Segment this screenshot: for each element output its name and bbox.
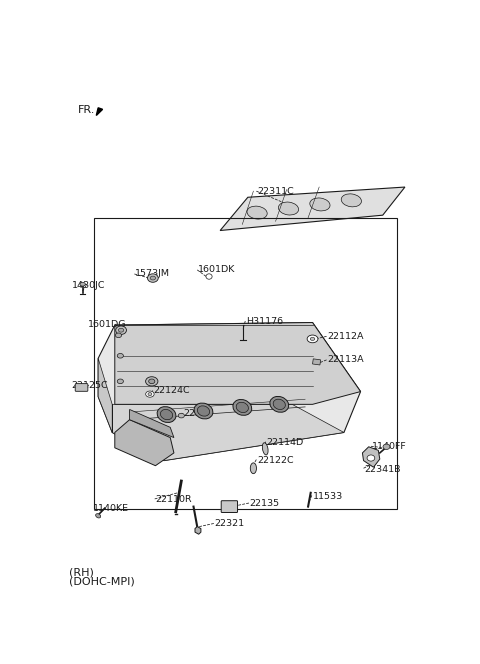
Ellipse shape	[147, 274, 158, 282]
Polygon shape	[112, 404, 344, 461]
Ellipse shape	[149, 379, 155, 384]
Ellipse shape	[310, 337, 315, 341]
Text: (DOHC-MPI): (DOHC-MPI)	[69, 576, 134, 587]
Text: 22341B: 22341B	[364, 465, 401, 474]
Ellipse shape	[115, 333, 121, 337]
Text: 22124C: 22124C	[154, 386, 190, 395]
FancyBboxPatch shape	[221, 501, 238, 513]
Text: 22113A: 22113A	[327, 355, 364, 365]
Ellipse shape	[273, 399, 286, 410]
Ellipse shape	[178, 413, 184, 418]
Ellipse shape	[307, 335, 318, 343]
Ellipse shape	[117, 379, 123, 384]
Text: 22110R: 22110R	[156, 495, 192, 505]
Text: 22311C: 22311C	[257, 187, 294, 196]
Text: 22114D: 22114D	[266, 438, 303, 447]
Polygon shape	[130, 410, 174, 438]
Ellipse shape	[150, 276, 156, 280]
Ellipse shape	[233, 400, 252, 415]
Polygon shape	[195, 527, 201, 535]
Text: 11533: 11533	[312, 492, 343, 501]
Text: FR.: FR.	[78, 106, 95, 116]
Text: 22129: 22129	[183, 408, 213, 418]
Ellipse shape	[278, 202, 299, 215]
Polygon shape	[220, 187, 405, 230]
Ellipse shape	[145, 376, 158, 386]
Ellipse shape	[236, 402, 249, 412]
Text: 1140KE: 1140KE	[93, 503, 129, 513]
Ellipse shape	[157, 406, 176, 422]
Ellipse shape	[148, 392, 152, 396]
Ellipse shape	[341, 194, 361, 207]
Polygon shape	[362, 447, 380, 467]
Ellipse shape	[310, 198, 330, 211]
Polygon shape	[115, 323, 360, 404]
Ellipse shape	[194, 403, 213, 419]
Polygon shape	[98, 323, 360, 461]
Ellipse shape	[96, 514, 101, 518]
Ellipse shape	[145, 391, 154, 397]
FancyBboxPatch shape	[75, 384, 88, 391]
Text: 1601DG: 1601DG	[88, 319, 126, 329]
Text: 22321: 22321	[215, 519, 245, 528]
Ellipse shape	[160, 410, 173, 420]
Ellipse shape	[250, 463, 256, 473]
Text: 1430JC: 1430JC	[72, 281, 105, 290]
Text: 22135: 22135	[250, 499, 280, 507]
Text: 1140FF: 1140FF	[372, 442, 407, 452]
Polygon shape	[98, 359, 112, 432]
Text: 22125C: 22125C	[72, 381, 108, 390]
Ellipse shape	[247, 206, 267, 219]
Ellipse shape	[367, 455, 375, 461]
Ellipse shape	[263, 443, 268, 455]
Polygon shape	[96, 108, 103, 116]
Text: 22122C: 22122C	[257, 456, 294, 465]
Text: 1601DK: 1601DK	[198, 266, 235, 274]
Polygon shape	[312, 359, 321, 365]
Text: H31176: H31176	[246, 317, 283, 325]
Ellipse shape	[80, 282, 85, 286]
Ellipse shape	[117, 353, 123, 358]
Text: (RH): (RH)	[69, 568, 94, 578]
Polygon shape	[115, 420, 174, 465]
Ellipse shape	[206, 274, 212, 280]
Ellipse shape	[119, 328, 124, 332]
Ellipse shape	[116, 326, 126, 335]
Ellipse shape	[270, 396, 288, 412]
Text: 1573JM: 1573JM	[135, 270, 170, 278]
Ellipse shape	[197, 406, 210, 416]
Ellipse shape	[383, 444, 390, 450]
Text: 22112A: 22112A	[327, 332, 364, 341]
Bar	[94, 218, 397, 509]
